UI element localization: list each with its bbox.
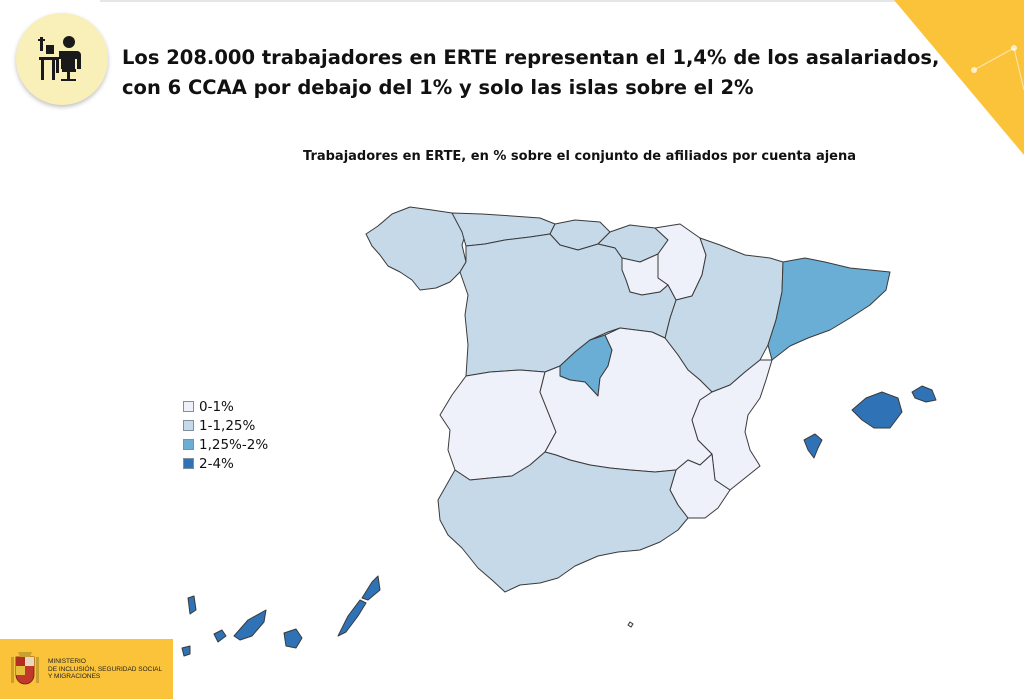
region-canarias-fuerteventura [337, 599, 367, 637]
legend-swatch [183, 439, 194, 450]
region-canarias-la-palma [187, 595, 197, 615]
ministry-name-line: Y MIGRACIONES [48, 673, 101, 680]
region-canarias-tenerife [233, 609, 267, 641]
legend-swatch [183, 420, 194, 431]
ministry-name-line: MINISTERIO [48, 658, 86, 665]
legend-label: 1-1,25% [199, 417, 256, 434]
office-worker-desk-icon [38, 36, 81, 81]
legend-label: 0-1% [199, 398, 234, 415]
legend-swatch [183, 458, 194, 469]
coat-of-arms-icon [11, 652, 39, 685]
ministry-logo: MINISTERIO DE INCLUSIÓN, SEGURIDAD SOCIA… [0, 639, 173, 699]
corner-decoration [894, 0, 1024, 155]
region-canarias-lanzarote [361, 575, 381, 601]
map-legend: 0-1% 1-1,25% 1,25%-2% 2-4% [183, 397, 268, 473]
region-canarias-la-gomera [213, 629, 227, 643]
headline: Los 208.000 trabajadores en ERTE represe… [122, 43, 940, 103]
top-rule [100, 0, 980, 2]
legend-item-125-2: 1,25%-2% [183, 435, 268, 454]
legend-item-0-1: 0-1% [183, 397, 268, 416]
region-galicia [365, 206, 467, 291]
headline-line-1: Los 208.000 trabajadores en ERTE represe… [122, 46, 940, 69]
region-baleares-menorca [911, 385, 937, 403]
region-canarias-gran-canaria [283, 628, 303, 649]
region-baleares-mallorca [851, 391, 903, 429]
legend-item-1-125: 1-1,25% [183, 416, 268, 435]
legend-swatch [183, 401, 194, 412]
region-canarias-el-hierro [181, 645, 191, 657]
region-cataluna [767, 257, 891, 361]
ministry-name: MINISTERIO DE INCLUSIÓN, SEGURIDAD SOCIA… [48, 658, 162, 681]
ministry-name-line: DE INCLUSIÓN, SEGURIDAD SOCIAL [48, 665, 163, 673]
small-islet [627, 621, 634, 628]
headline-line-2: con 6 CCAA por debajo del 1% y solo las … [122, 76, 754, 99]
region-baleares-ibiza [803, 433, 823, 459]
region-valenciana [691, 359, 773, 491]
legend-item-2-4: 2-4% [183, 454, 268, 473]
region-andalucia [437, 451, 689, 593]
region-castilla-y-leon [459, 233, 677, 377]
map-subtitle: Trabajadores en ERTE, en % sobre el conj… [303, 149, 857, 164]
worker-icon-badge [16, 13, 108, 105]
legend-label: 2-4% [199, 455, 234, 472]
legend-label: 1,25%-2% [199, 436, 269, 453]
